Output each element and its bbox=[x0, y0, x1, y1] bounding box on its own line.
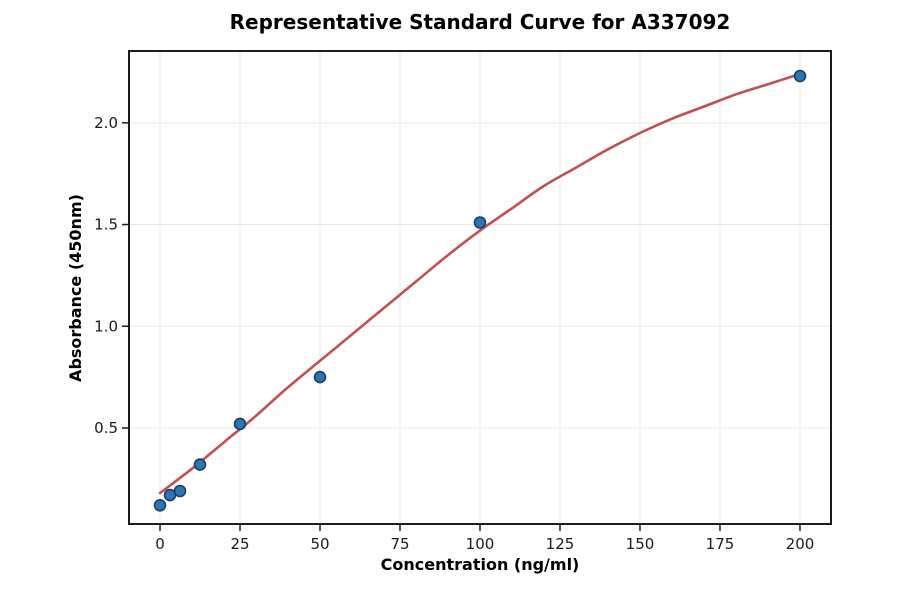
data-points-group bbox=[153, 69, 807, 512]
x-axis-label: Concentration (ng/ml) bbox=[381, 555, 580, 574]
tick-labels: 0 25 50 75 100 125 150 175 200 0.5 1.0 1.5 2.0 bbox=[94, 114, 814, 553]
chart-title: Representative Standard Curve for A33709… bbox=[230, 10, 731, 34]
y-tick-label: 1.0 bbox=[94, 317, 118, 335]
gridlines bbox=[129, 51, 831, 524]
fit-curve bbox=[158, 72, 802, 495]
data-point bbox=[473, 216, 487, 229]
data-point bbox=[173, 484, 187, 498]
data-point bbox=[233, 417, 247, 431]
y-tick-label: 1.5 bbox=[94, 216, 118, 234]
y-tick-label: 2.0 bbox=[94, 114, 118, 132]
x-tick-label: 50 bbox=[310, 535, 329, 553]
data-point bbox=[793, 69, 807, 83]
y-tick-label: 0.5 bbox=[94, 419, 118, 437]
x-tick-label: 100 bbox=[466, 535, 495, 553]
x-tick-label: 200 bbox=[786, 535, 815, 553]
data-point bbox=[153, 498, 167, 512]
data-point bbox=[193, 458, 207, 471]
x-tick-label: 75 bbox=[390, 535, 409, 553]
x-tick-label: 25 bbox=[230, 535, 249, 553]
x-tick-label: 125 bbox=[546, 535, 575, 553]
plot-frame bbox=[128, 50, 832, 525]
x-tick-label: 175 bbox=[706, 535, 735, 553]
x-tick-label: 150 bbox=[626, 535, 655, 553]
tick-marks bbox=[122, 122, 801, 531]
x-tick-label: 0 bbox=[155, 535, 165, 553]
data-point bbox=[313, 370, 327, 384]
y-axis-label: Absorbance (450nm) bbox=[66, 194, 85, 382]
fit-curve-group bbox=[158, 72, 802, 495]
